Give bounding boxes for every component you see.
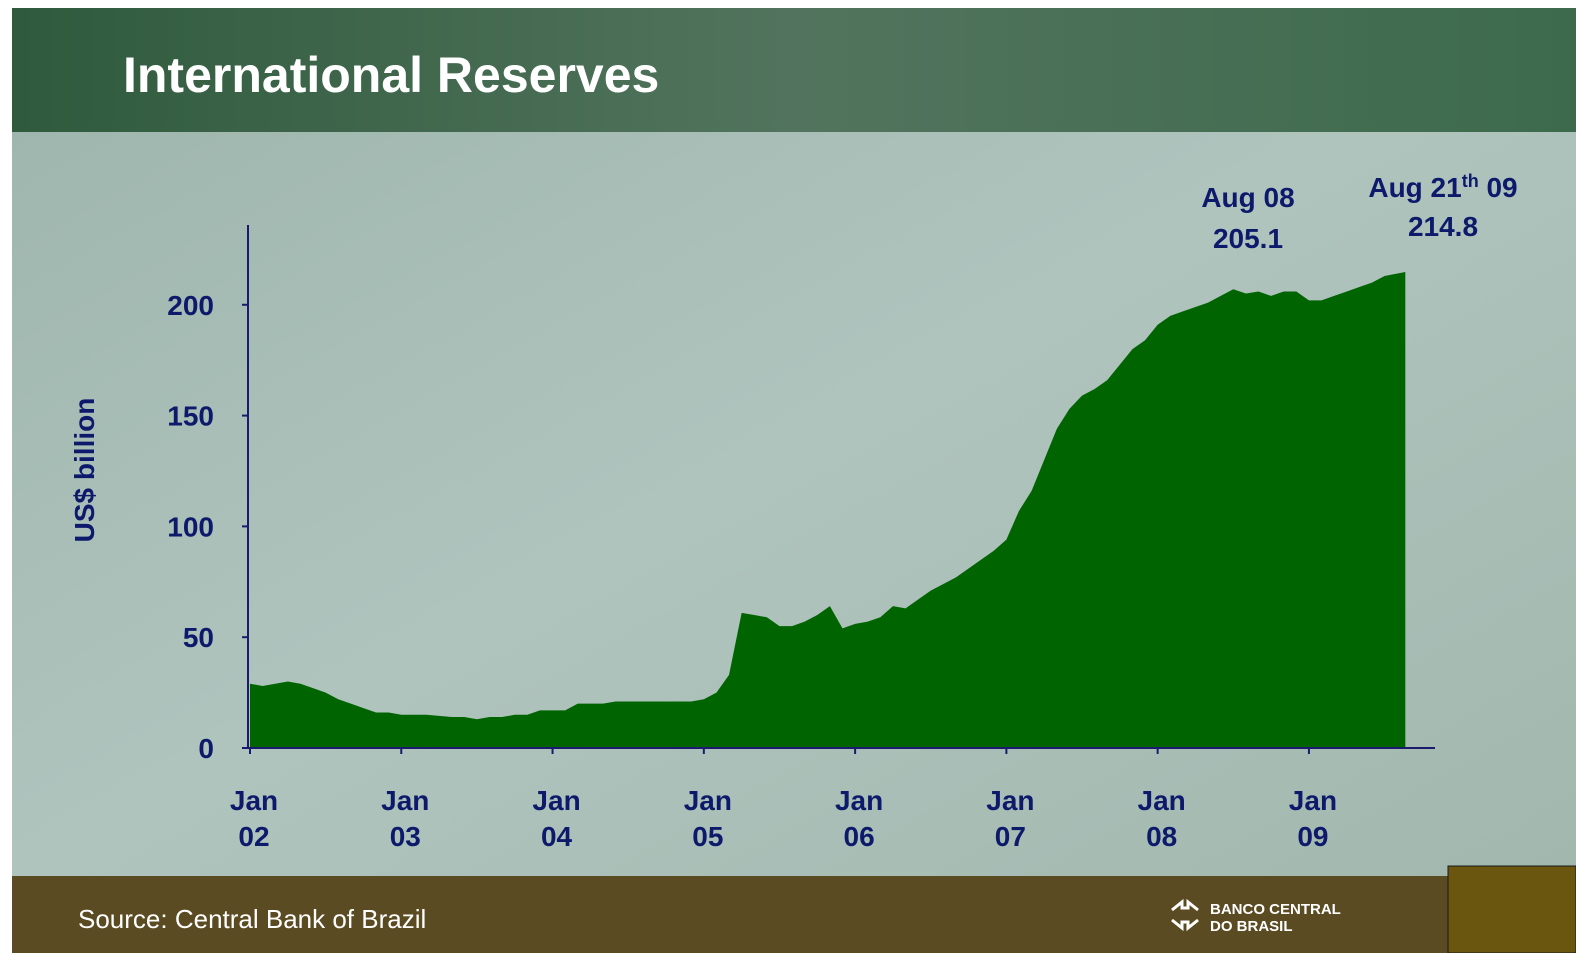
footer-band [12,876,1576,953]
y-tick-label: 150 [167,401,214,432]
annotation-date: Aug 08 [1201,182,1294,213]
x-tick-label: 09 [1297,821,1328,852]
annotation-value: 214.8 [1408,211,1478,242]
annotation-date-part: th [1462,171,1479,191]
x-tick-label: 06 [844,821,875,852]
y-tick-label: 100 [167,511,214,542]
slide-title: International Reserves [123,47,659,103]
source: Source: Central Bank of Brazil [78,904,426,934]
y-tick-label: 200 [167,290,214,321]
x-tick-label: Jan [532,785,580,816]
x-tick-label: Jan [684,785,732,816]
x-tick-label: 08 [1146,821,1177,852]
x-tick-label: Jan [1138,785,1186,816]
annotation-date-part: Aug 21 [1368,172,1461,203]
annotation-value: 205.1 [1213,223,1283,254]
x-tick-label: Jan [230,785,278,816]
logo-text: BANCO CENTRAL [1210,901,1341,918]
x-tick-label: 02 [238,821,269,852]
y-tick-label: 0 [198,733,214,764]
x-tick-label: Jan [381,785,429,816]
x-tick-label: 05 [692,821,723,852]
x-tick-label: Jan [835,785,883,816]
x-tick-label: 03 [390,821,421,852]
area [250,271,1406,748]
y-tick-label: 50 [183,622,214,653]
logo-text: DO BRASIL [1210,918,1293,935]
x-tick-label: 04 [541,821,573,852]
x-tick-label: 07 [995,821,1026,852]
annotation-date-part: Aug 08 [1201,182,1294,213]
y-axis-label: US$ billion [69,398,100,543]
logo: BANCO CENTRAL DO BRASIL [1171,898,1341,935]
annotation-date: Aug 21th 09 [1368,171,1517,203]
footer-box [1447,865,1576,953]
annotation-date-part: 09 [1479,172,1518,203]
header-band [12,8,1576,132]
plot: 0 50 100 150 200 Jan 02 Jan 03 Jan 04 Jan 05 Jan 06 Jan… [167,171,1517,852]
x-tick-label: Jan [1289,785,1337,816]
logo-mark [1171,898,1199,932]
x-tick-label: Jan [986,785,1034,816]
